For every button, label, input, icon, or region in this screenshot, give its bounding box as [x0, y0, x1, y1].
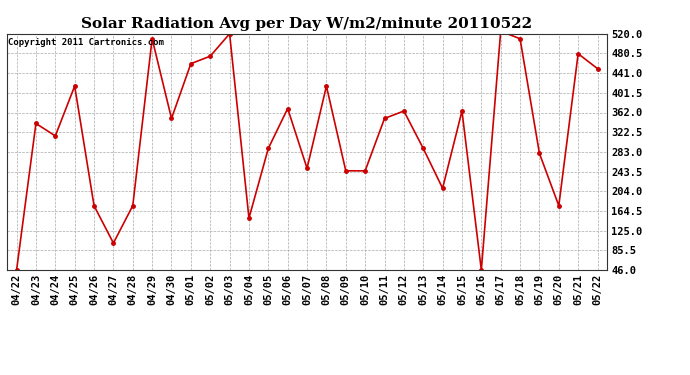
Text: Copyright 2011 Cartronics.com: Copyright 2011 Cartronics.com — [8, 39, 164, 48]
Title: Solar Radiation Avg per Day W/m2/minute 20110522: Solar Radiation Avg per Day W/m2/minute … — [81, 17, 533, 31]
